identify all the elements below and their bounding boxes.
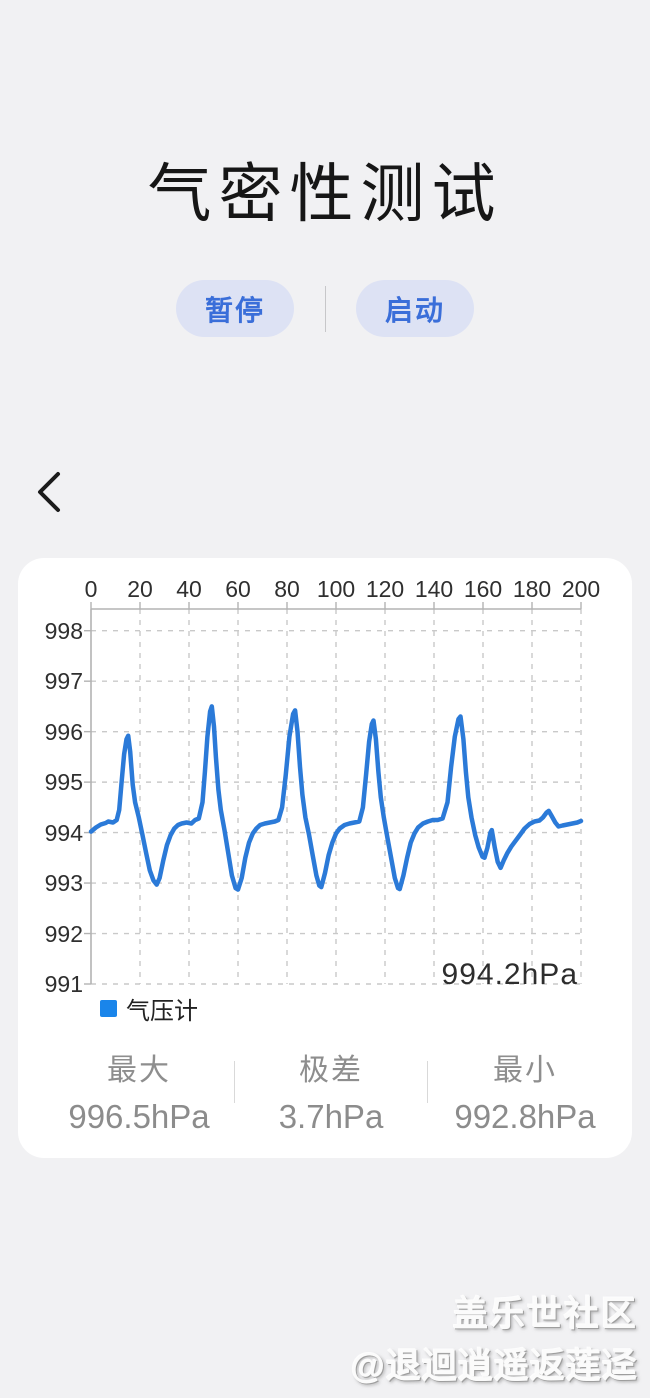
y-tick-label: 996: [44, 718, 83, 745]
x-tick-label: 40: [176, 576, 202, 602]
chart-card: 0 20 40 60 80 100 120 140 160 180 200 991 992 993 994…: [18, 558, 632, 1158]
legend-swatch-icon: [100, 999, 117, 1017]
legend-label: 气压计: [126, 997, 198, 1025]
pause-button[interactable]: 暂停: [176, 280, 294, 337]
start-button[interactable]: 启动: [356, 280, 474, 337]
pressure-line-chart: [84, 602, 584, 985]
stat-divider: [234, 1061, 235, 1103]
current-value-annotation: 994.2hPa: [441, 958, 578, 991]
x-tick-label: 100: [316, 576, 356, 602]
stat-divider: [427, 1061, 428, 1103]
stat-range: 极差 3.7hPa: [279, 1053, 384, 1137]
watermark: 盖乐世社区 @退迴逍遥返莲迳: [138, 1292, 638, 1389]
watermark-username: @退迴逍遥返莲迳: [350, 1346, 638, 1386]
back-button[interactable]: [28, 464, 76, 520]
stat-max: 最大 996.5hPa: [68, 1053, 209, 1137]
x-tick-label: 20: [127, 576, 153, 602]
stat-range-label: 极差: [299, 1054, 363, 1087]
x-tick-label: 180: [512, 576, 552, 602]
page-title: 气密性测试: [147, 158, 503, 230]
button-divider: [325, 286, 326, 332]
y-tick-label: 991: [44, 971, 83, 997]
watermark-community: 盖乐世社区: [452, 1295, 638, 1334]
stat-max-value: 996.5hPa: [68, 1098, 210, 1135]
y-tick-label: 998: [44, 617, 83, 644]
y-tick-label: 992: [44, 920, 83, 947]
y-tick-label: 993: [44, 870, 83, 897]
x-tick-label: 60: [225, 576, 251, 602]
x-tick-label: 120: [365, 576, 405, 602]
x-tick-label: 140: [414, 576, 454, 602]
x-tick-label: 160: [463, 576, 503, 602]
x-tick-label: 0: [84, 576, 98, 602]
chevron-left-icon: [38, 472, 60, 512]
stat-range-value: 3.7hPa: [278, 1098, 384, 1135]
stat-min-value: 992.8hPa: [454, 1098, 596, 1135]
stat-min-label: 最小: [493, 1054, 557, 1087]
y-tick-label: 997: [44, 668, 83, 695]
y-tick-label: 995: [44, 769, 83, 796]
legend-item-barometer[interactable]: 气压计: [100, 995, 198, 1025]
control-button-row: 暂停 启动: [0, 280, 650, 337]
x-tick-label: 200: [561, 576, 601, 602]
stat-min: 最小 992.8hPa: [454, 1053, 595, 1137]
stats-row: 最大 996.5hPa 极差 3.7hPa 最小 992.8hPa: [18, 1053, 632, 1143]
x-tick-label: 80: [274, 576, 300, 602]
y-tick-label: 994: [44, 819, 83, 846]
stat-max-label: 最大: [107, 1054, 171, 1087]
